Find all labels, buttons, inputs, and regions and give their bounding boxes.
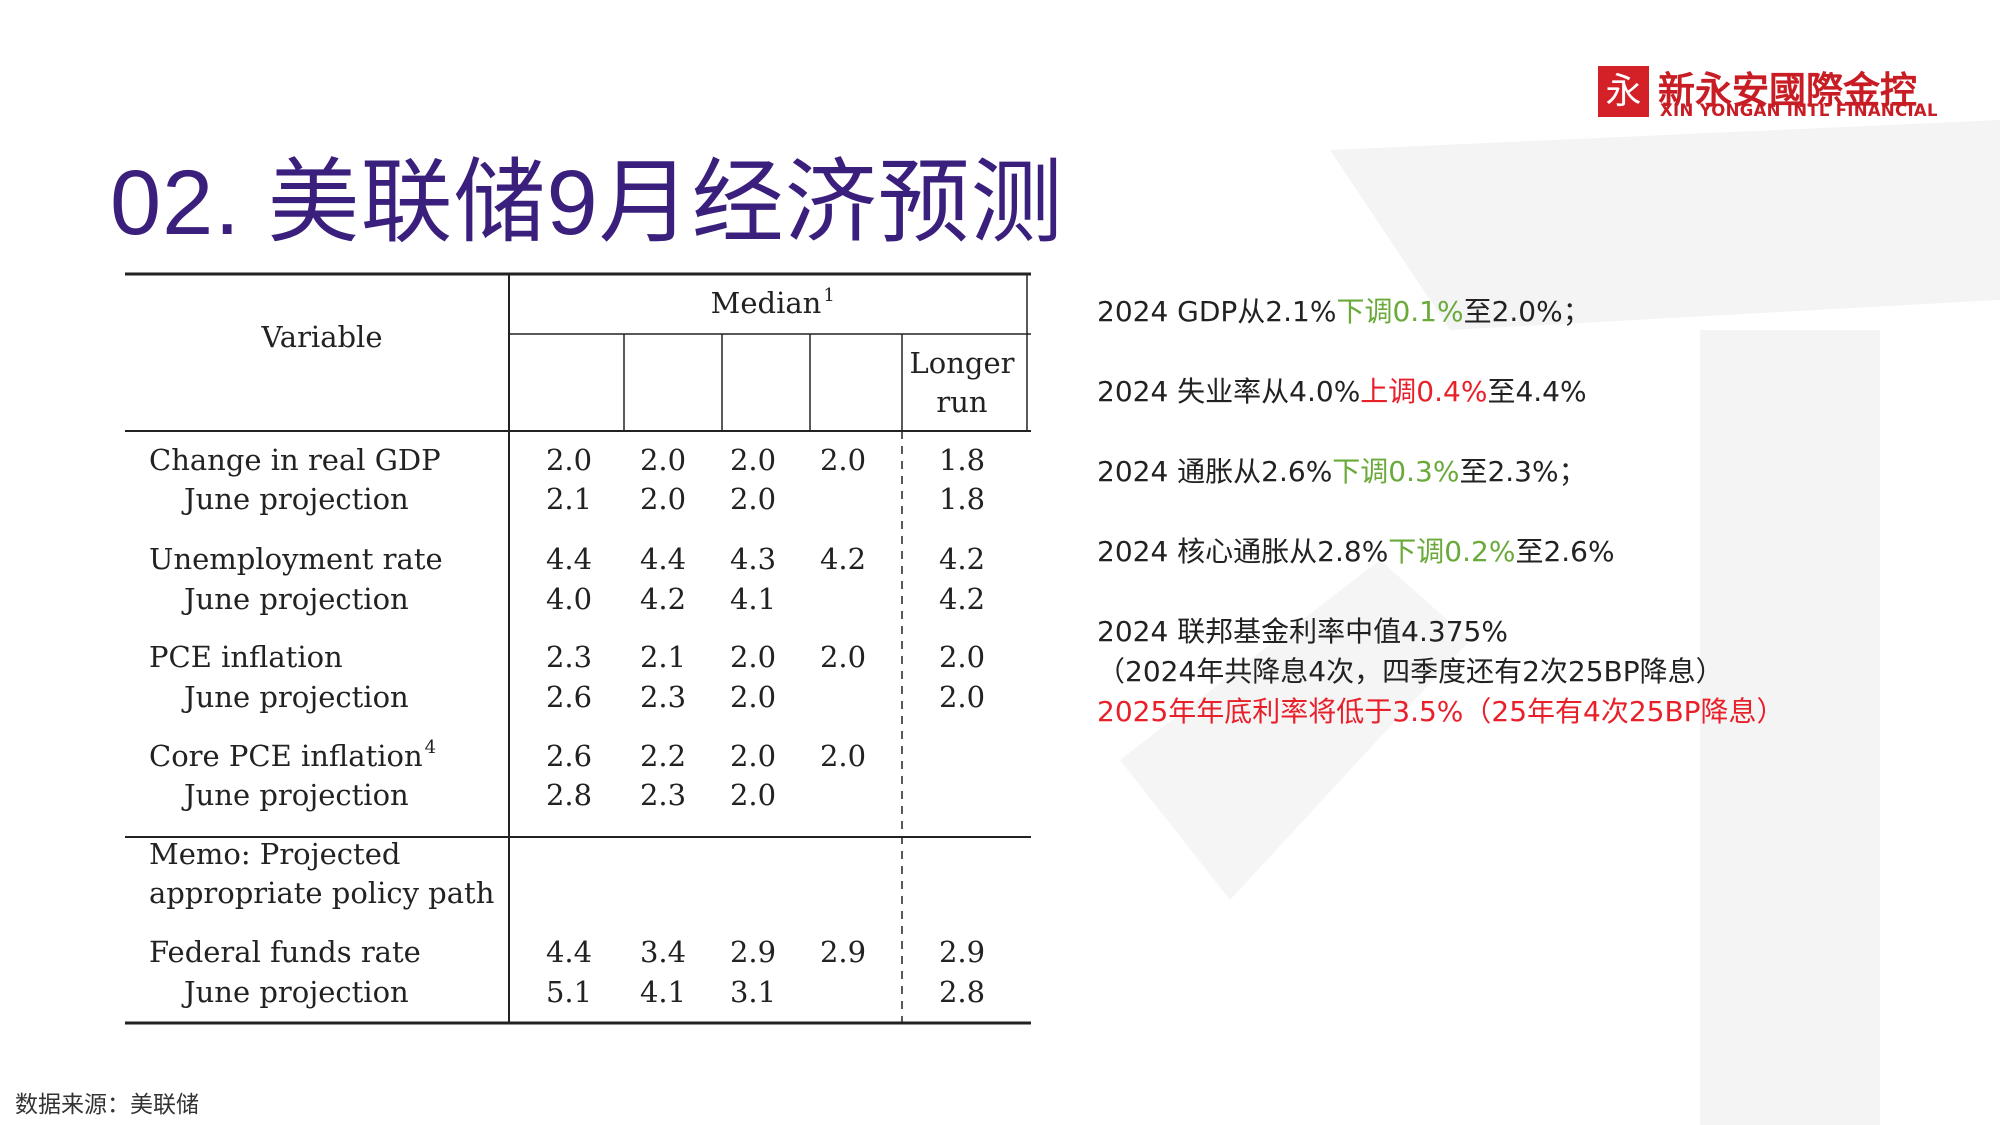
note-line: （2024年共降息4次，四季度还有2次25BP降息） — [1097, 652, 1785, 692]
note-segment: 下调0.3% — [1332, 455, 1460, 488]
median-footnote: 1 — [823, 285, 834, 306]
logo-subtitle: XIN YONGAN INTL FINANCIAL — [1660, 101, 1938, 120]
cell: 2.0 — [820, 640, 866, 674]
cell: 2.0 — [939, 680, 985, 714]
note-segment: 下调0.1% — [1336, 295, 1464, 328]
cell: 2.0 — [730, 680, 776, 714]
memo-label: appropriate policy path — [149, 876, 494, 910]
note-segment: 至2.0%； — [1463, 295, 1591, 328]
cell: 4.4 — [640, 542, 686, 576]
cell: 3.4 — [640, 935, 686, 969]
row-label: June projection — [181, 778, 409, 812]
note-segment: 2024 核心通胀从2.8% — [1097, 535, 1389, 568]
note-segment: 2024 失业率从4.0% — [1097, 375, 1361, 408]
cell: 2.1 — [640, 640, 686, 674]
note-segment: 2024 GDP从2.1% — [1097, 295, 1337, 328]
source: 数据来源：美联储 — [15, 1092, 199, 1118]
watermark-shape — [1120, 560, 1470, 900]
cell: 2.8 — [939, 975, 985, 1009]
cell: 2.0 — [939, 640, 985, 674]
cell: 2.0 — [640, 482, 686, 516]
cell: 2.9 — [730, 935, 776, 969]
cell: 2.0 — [730, 739, 776, 773]
cell: 4.2 — [820, 542, 866, 576]
note-segment: 上调0.4% — [1360, 375, 1488, 408]
row-label: Unemployment rate — [149, 542, 443, 576]
memo-label: Memo: Projected — [149, 837, 400, 871]
note-line: 2024 联邦基金利率中值4.375% — [1097, 612, 1785, 652]
cell: 2.6 — [546, 680, 592, 714]
row-label: June projection — [181, 680, 409, 714]
row-label: Change in real GDP — [149, 443, 441, 477]
note-segment: 2024 通胀从2.6% — [1097, 455, 1333, 488]
cell: 2.3 — [546, 640, 592, 674]
row-label: June projection — [181, 975, 409, 1009]
note-segment: 至2.6% — [1515, 535, 1615, 568]
logo-name: 新永安國際金控 — [1658, 69, 1917, 112]
watermark-shape — [1700, 330, 1880, 1125]
cell: 2.6 — [546, 739, 592, 773]
notes: 2024 GDP从2.1%下调0.1%至2.0%； 2024 失业率从4.0%上调… — [1097, 292, 1785, 732]
cell: 2.0 — [730, 443, 776, 477]
cell: 4.1 — [640, 975, 686, 1009]
cell: 2.1 — [546, 482, 592, 516]
cell: 4.4 — [546, 542, 592, 576]
row-label: PCE inflation — [149, 640, 343, 674]
cell: 2.0 — [546, 443, 592, 477]
cell: 2.3 — [640, 778, 686, 812]
note-line: 2024 核心通胀从2.8%下调0.2%至2.6% — [1097, 532, 1785, 612]
cell: 4.0 — [546, 582, 592, 616]
title: 02. 美联储9月经济预测 — [110, 152, 1064, 254]
cell: 4.2 — [939, 542, 985, 576]
note-line: 2024 通胀从2.6%下调0.3%至2.3%； — [1097, 452, 1785, 532]
cell: 4.2 — [640, 582, 686, 616]
cell: 2.0 — [730, 482, 776, 516]
logo-mark: 永 — [1598, 66, 1649, 117]
cell: 1.8 — [939, 482, 985, 516]
cell: 2.3 — [640, 680, 686, 714]
note-line: 2025年年底利率将低于3.5%（25年有4次25BP降息） — [1097, 692, 1785, 732]
cell: 3.1 — [730, 975, 776, 1009]
row-label: Federal funds rate — [149, 935, 421, 969]
row-label: June projection — [181, 482, 409, 516]
row-label: Core PCE inflation — [149, 739, 423, 773]
watermark-shape — [1330, 120, 2000, 330]
cell: 4.2 — [939, 582, 985, 616]
variable-header: Variable — [261, 320, 383, 354]
note-segment: 至4.4% — [1487, 375, 1587, 408]
cell: 4.1 — [730, 582, 776, 616]
median-header: Median — [711, 286, 822, 320]
cell: 1.8 — [939, 443, 985, 477]
note-line: 2024 失业率从4.0%上调0.4%至4.4% — [1097, 372, 1785, 452]
note-segment: 2024 联邦基金利率中值4.375% — [1097, 615, 1508, 648]
note-segment: 下调0.2% — [1388, 535, 1516, 568]
note-segment: 2025年年底利率将低于3.5%（25年有4次25BP降息） — [1097, 695, 1785, 728]
cell: 4.3 — [730, 542, 776, 576]
column-header: Longer run — [910, 346, 1015, 419]
cell: 2.0 — [730, 778, 776, 812]
cell: 2.8 — [546, 778, 592, 812]
cell: 2.2 — [640, 739, 686, 773]
cell: 2.0 — [820, 443, 866, 477]
row-label: June projection — [181, 582, 409, 616]
row-footnote: 4 — [425, 737, 436, 758]
note-segment: 至2.3%； — [1459, 455, 1587, 488]
cell: 5.1 — [546, 975, 592, 1009]
cell: 2.9 — [820, 935, 866, 969]
note-line: 2024 GDP从2.1%下调0.1%至2.0%； — [1097, 292, 1785, 372]
cell: 2.0 — [730, 640, 776, 674]
note-segment: （2024年共降息4次，四季度还有2次25BP降息） — [1097, 655, 1724, 688]
cell: 2.0 — [820, 739, 866, 773]
cell: 2.9 — [939, 935, 985, 969]
cell: 2.0 — [640, 443, 686, 477]
cell: 4.4 — [546, 935, 592, 969]
